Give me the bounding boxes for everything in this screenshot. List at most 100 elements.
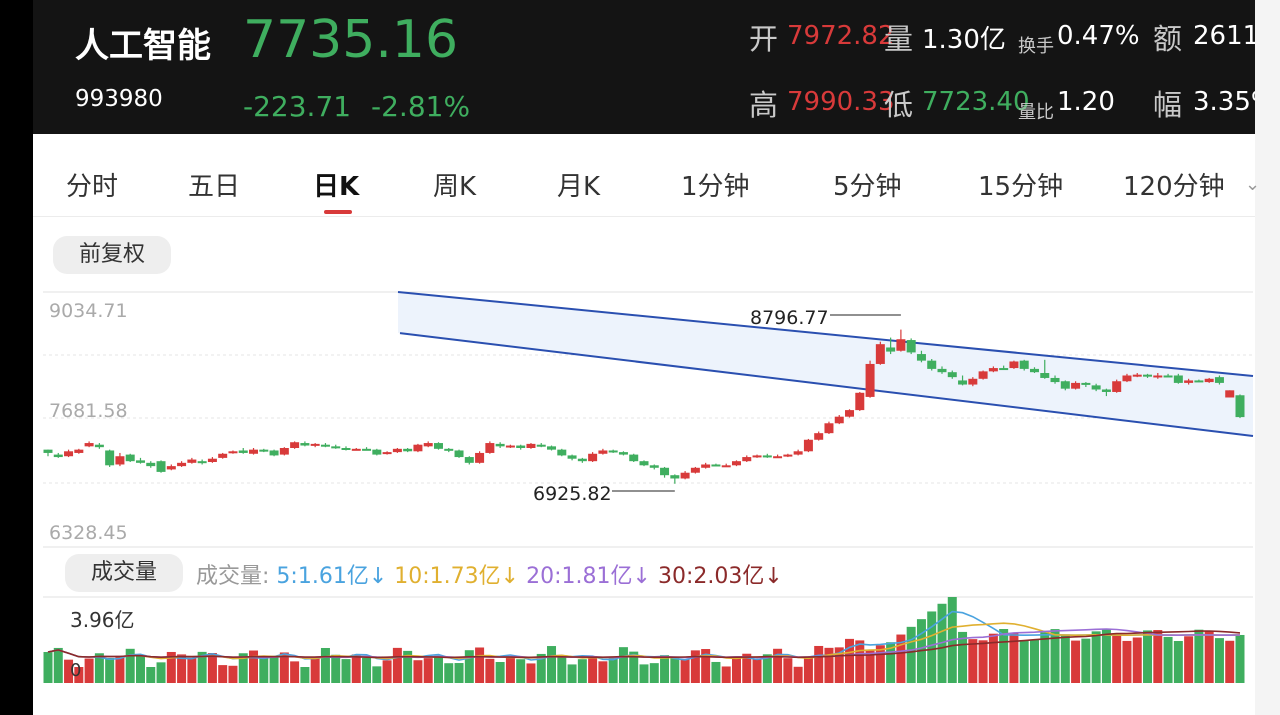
volume-bar	[105, 658, 115, 683]
candle-body	[197, 461, 207, 464]
candle-body	[495, 443, 505, 447]
low-annotation: 6925.82	[533, 483, 612, 505]
tab-120min[interactable]: 120分钟	[1123, 172, 1225, 202]
left-bezel	[0, 0, 33, 715]
volume-bar	[115, 655, 125, 683]
tab-monthly-k[interactable]: 月K	[557, 172, 601, 202]
volume-ratio-label: 量比	[1018, 102, 1054, 123]
volume-bar	[629, 651, 639, 683]
volume-axis-zero: 0	[70, 660, 82, 681]
volume-bar	[1184, 636, 1194, 683]
candle-body	[834, 416, 844, 424]
tab-daily-k[interactable]: 日K	[313, 172, 360, 202]
volume-bar	[896, 634, 906, 683]
tab-1min[interactable]: 1分钟	[681, 172, 750, 202]
amount-value: 2611	[1193, 21, 1255, 51]
volume-bar	[999, 629, 1009, 683]
candle-body	[156, 461, 166, 472]
volume-bar	[1143, 630, 1153, 683]
candle-body	[1081, 382, 1091, 385]
ma10-legend: 10:1.73亿	[394, 564, 501, 589]
candle-body	[1132, 374, 1142, 377]
candle-body	[372, 449, 382, 455]
volume-bar	[1122, 640, 1132, 683]
ma30-legend: 30:2.03亿	[657, 564, 765, 589]
candle-body	[1019, 360, 1029, 369]
volume-bar	[1091, 631, 1101, 683]
tab-5min[interactable]: 5分钟	[833, 172, 902, 202]
candle-body	[187, 459, 197, 463]
tab-weekly-k[interactable]: 周K	[433, 172, 477, 202]
volume-button[interactable]: 成交量	[65, 554, 183, 592]
candle-body	[290, 442, 300, 448]
volume-bar	[382, 660, 392, 683]
price-change-pct: -2.81%	[371, 90, 471, 123]
volume-bar	[1225, 640, 1235, 683]
candle-body	[105, 450, 115, 466]
candle-body	[146, 462, 156, 467]
channel-fill	[398, 292, 1253, 436]
tab-timeshare[interactable]: 分时	[66, 172, 119, 202]
volume-bar	[1009, 633, 1019, 683]
volume-bar	[135, 655, 145, 683]
volume-bar	[1050, 629, 1060, 683]
volume-bar	[516, 659, 526, 683]
low-value: 7723.40	[922, 87, 1030, 117]
turnover-value: 0.47%	[1057, 21, 1140, 51]
chevron-down-icon[interactable]: ⌄	[1245, 174, 1261, 195]
volume-bar	[392, 647, 402, 683]
candle-body	[875, 344, 885, 364]
adjust-button[interactable]: 前复权	[53, 236, 171, 274]
candle-body	[74, 449, 84, 453]
volume-bar	[639, 664, 649, 683]
volume-bar	[146, 667, 156, 683]
volume-bar	[259, 657, 269, 683]
candle-body	[1163, 375, 1173, 378]
high-annotation: 8796.77	[750, 307, 829, 329]
volume-bar	[793, 666, 803, 683]
high-label: 高	[749, 88, 779, 122]
volume-bar	[331, 654, 341, 683]
tab-five-day[interactable]: 五日	[188, 172, 241, 202]
volume-axis-max: 3.96亿	[70, 608, 135, 632]
candle-body	[1225, 390, 1235, 398]
candle-body	[433, 443, 443, 449]
volume-bar	[1029, 639, 1039, 683]
volume-bar	[84, 658, 94, 683]
volume-bar	[598, 661, 608, 683]
candle-body	[680, 472, 690, 479]
last-price: 7735.16	[243, 10, 459, 70]
candle-body	[351, 448, 361, 451]
candle-body	[865, 363, 875, 397]
candle-body	[1029, 368, 1039, 373]
volume-bar	[1060, 634, 1070, 683]
volume-bar	[290, 661, 300, 683]
candle-body	[588, 453, 598, 462]
volume-bar	[475, 647, 485, 683]
volume-bar	[711, 661, 721, 683]
candle-body	[803, 439, 813, 452]
candle-body	[64, 451, 74, 457]
candle-body	[916, 354, 926, 361]
tab-15min[interactable]: 15分钟	[978, 172, 1064, 202]
candle-body	[629, 454, 639, 462]
candle-body	[228, 451, 238, 454]
volume-bar	[269, 655, 279, 683]
volume-bar	[701, 649, 711, 683]
volume-bar	[762, 654, 772, 683]
candle-body	[547, 446, 557, 450]
volume-ratio-value: 1.20	[1057, 87, 1115, 117]
volume-bar	[485, 658, 495, 683]
candle-body	[783, 454, 793, 457]
volume-bar	[413, 660, 423, 683]
volume-bar	[1132, 637, 1142, 683]
candle-body	[608, 450, 618, 453]
candle-body	[279, 447, 289, 455]
volume-bar	[444, 663, 454, 683]
candle-body	[310, 443, 320, 446]
volume-bar	[279, 652, 289, 683]
amplitude-label: 幅	[1153, 88, 1183, 122]
amplitude-value: 3.35%	[1193, 87, 1255, 117]
volume-bar	[783, 658, 793, 683]
